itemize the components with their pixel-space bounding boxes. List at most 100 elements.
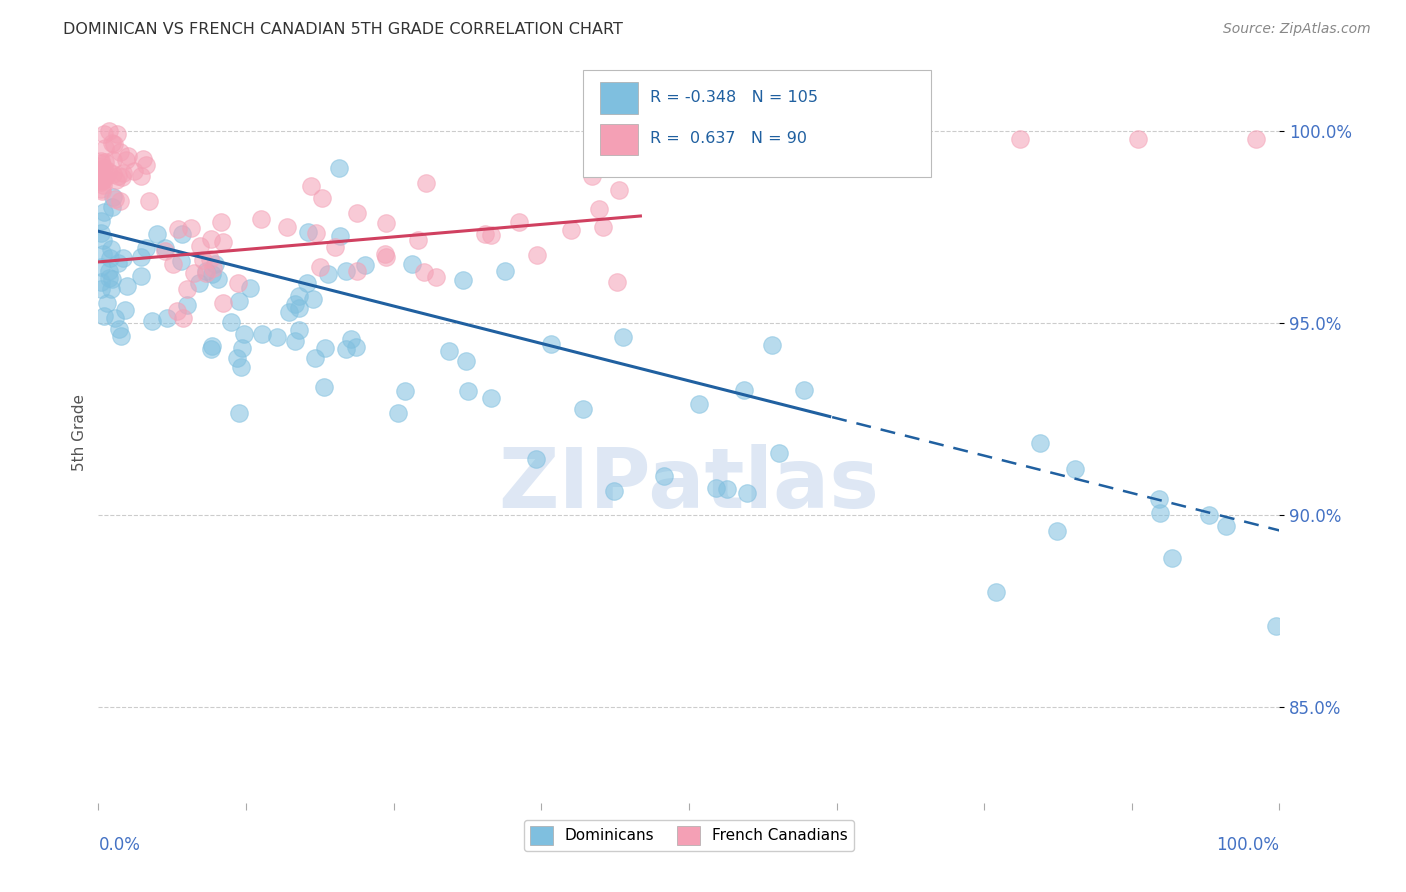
Point (540, 337, 562, 351)
Point (201, 339, 224, 353)
Point (297, 225, 319, 239)
Point (219, 315, 242, 329)
Point (374, 216, 396, 230)
Point (90, 214, 112, 228)
Point (98, 251, 121, 265)
Point (209, 215, 232, 229)
Point (716, 482, 738, 496)
Point (96, 168, 118, 182)
Point (115, 153, 138, 167)
Point (200, 252, 222, 267)
Text: 100.0%: 100.0% (1216, 836, 1279, 855)
FancyBboxPatch shape (600, 82, 638, 113)
Point (225, 351, 247, 365)
Point (231, 341, 253, 355)
Point (212, 296, 235, 310)
Point (100, 136, 122, 150)
Point (609, 183, 631, 197)
Point (792, 384, 814, 398)
Point (111, 170, 134, 185)
Point (287, 301, 309, 315)
Point (96, 295, 118, 310)
Point (110, 329, 132, 343)
FancyBboxPatch shape (582, 70, 931, 178)
Point (93, 128, 115, 142)
Point (323, 240, 346, 254)
Point (344, 340, 367, 354)
Point (101, 271, 124, 285)
Point (299, 179, 322, 194)
Point (100, 200, 122, 214)
Point (188, 238, 211, 252)
Point (735, 486, 758, 500)
Point (304, 351, 326, 365)
Point (612, 330, 634, 344)
Point (101, 190, 124, 204)
Point (201, 261, 224, 276)
Point (276, 219, 298, 234)
Point (1198, 508, 1220, 522)
Point (374, 251, 396, 265)
Point (353, 259, 375, 273)
Text: R =  0.637   N = 90: R = 0.637 N = 90 (650, 131, 807, 146)
Point (346, 205, 368, 219)
Point (97, 271, 120, 285)
Point (170, 227, 193, 242)
Point (329, 228, 352, 243)
Point (90, 169, 112, 183)
Point (141, 314, 163, 328)
Point (328, 161, 350, 175)
Point (374, 247, 396, 261)
Point (1149, 506, 1171, 520)
Point (90, 181, 112, 195)
Point (284, 334, 307, 348)
Point (284, 297, 307, 311)
Point (90, 173, 112, 187)
Point (129, 268, 152, 283)
Point (287, 288, 309, 302)
Point (91, 178, 114, 192)
Point (1046, 524, 1069, 538)
Point (93, 171, 115, 186)
Point (984, 585, 1007, 599)
Point (609, 146, 631, 161)
Point (176, 282, 198, 296)
Point (413, 265, 436, 279)
Point (340, 332, 363, 346)
Point (105, 173, 128, 187)
Point (266, 329, 288, 343)
Point (592, 219, 614, 234)
Point (172, 311, 194, 326)
Point (451, 273, 474, 287)
Point (890, 132, 912, 146)
Point (90, 260, 112, 274)
Point (1161, 551, 1184, 566)
Point (312, 380, 335, 394)
Point (167, 222, 190, 236)
Point (90, 154, 112, 169)
Point (100, 243, 122, 257)
Point (733, 383, 755, 397)
Point (588, 202, 610, 217)
Point (761, 338, 783, 352)
Point (94, 155, 117, 169)
Point (457, 384, 479, 398)
Point (200, 232, 222, 246)
Point (252, 326, 274, 341)
Point (474, 227, 496, 241)
Point (524, 452, 547, 467)
Point (101, 153, 124, 168)
Point (91, 172, 114, 186)
Point (768, 446, 790, 460)
Point (131, 152, 153, 166)
Point (97, 164, 120, 178)
Point (117, 279, 139, 293)
Point (180, 220, 202, 235)
Point (90, 175, 112, 189)
Point (228, 293, 250, 308)
Point (103, 192, 125, 206)
Point (90, 159, 112, 173)
Text: ZIPatlas: ZIPatlas (499, 444, 879, 525)
Point (112, 166, 135, 180)
Point (146, 227, 169, 241)
